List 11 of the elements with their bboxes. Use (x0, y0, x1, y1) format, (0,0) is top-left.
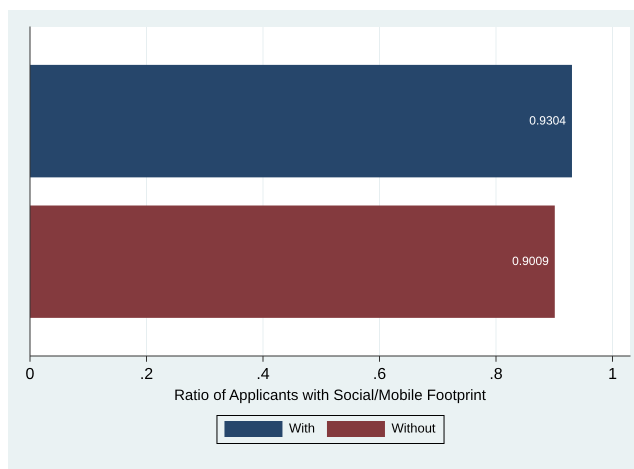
x-tick-label: .8 (489, 366, 503, 383)
x-tick-label: .2 (140, 366, 154, 383)
x-tick-label: .4 (256, 366, 270, 383)
x-tick-label: 1 (608, 366, 618, 383)
x-axis-title: Ratio of Applicants with Social/Mobile Footprint (174, 387, 487, 404)
legend-label: Without (391, 420, 436, 436)
data-label: 0.9304 (529, 113, 566, 128)
legend-label: With (288, 420, 315, 436)
x-tick-label: .6 (372, 366, 386, 383)
x-tick-label: 0 (26, 366, 35, 383)
data-label: 0.9009 (512, 254, 550, 268)
